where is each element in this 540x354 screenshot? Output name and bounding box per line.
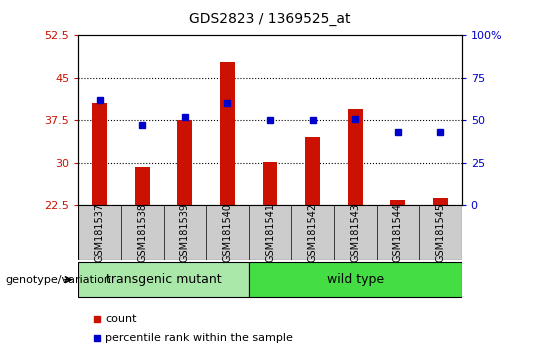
Bar xyxy=(135,167,150,205)
Text: GSM181543: GSM181543 xyxy=(350,203,360,262)
Text: count: count xyxy=(105,314,137,324)
Bar xyxy=(305,137,320,205)
Text: GSM181540: GSM181540 xyxy=(222,203,232,262)
Bar xyxy=(433,198,448,205)
Bar xyxy=(177,120,192,205)
Text: GSM181544: GSM181544 xyxy=(393,203,403,262)
Text: GSM181537: GSM181537 xyxy=(94,203,105,262)
Bar xyxy=(262,162,278,205)
Bar xyxy=(390,200,405,205)
Text: transgenic mutant: transgenic mutant xyxy=(106,273,221,286)
Text: wild type: wild type xyxy=(327,273,384,286)
Text: genotype/variation: genotype/variation xyxy=(5,275,111,285)
Text: GDS2823 / 1369525_at: GDS2823 / 1369525_at xyxy=(189,12,351,27)
Bar xyxy=(220,62,235,205)
Text: GSM181545: GSM181545 xyxy=(435,203,445,262)
Bar xyxy=(92,103,107,205)
Bar xyxy=(78,262,249,297)
Text: GSM181541: GSM181541 xyxy=(265,203,275,262)
Text: GSM181538: GSM181538 xyxy=(137,203,147,262)
Bar xyxy=(348,109,363,205)
Bar xyxy=(249,262,462,297)
Text: GSM181542: GSM181542 xyxy=(308,203,318,262)
Text: GSM181539: GSM181539 xyxy=(180,203,190,262)
Text: percentile rank within the sample: percentile rank within the sample xyxy=(105,333,293,343)
